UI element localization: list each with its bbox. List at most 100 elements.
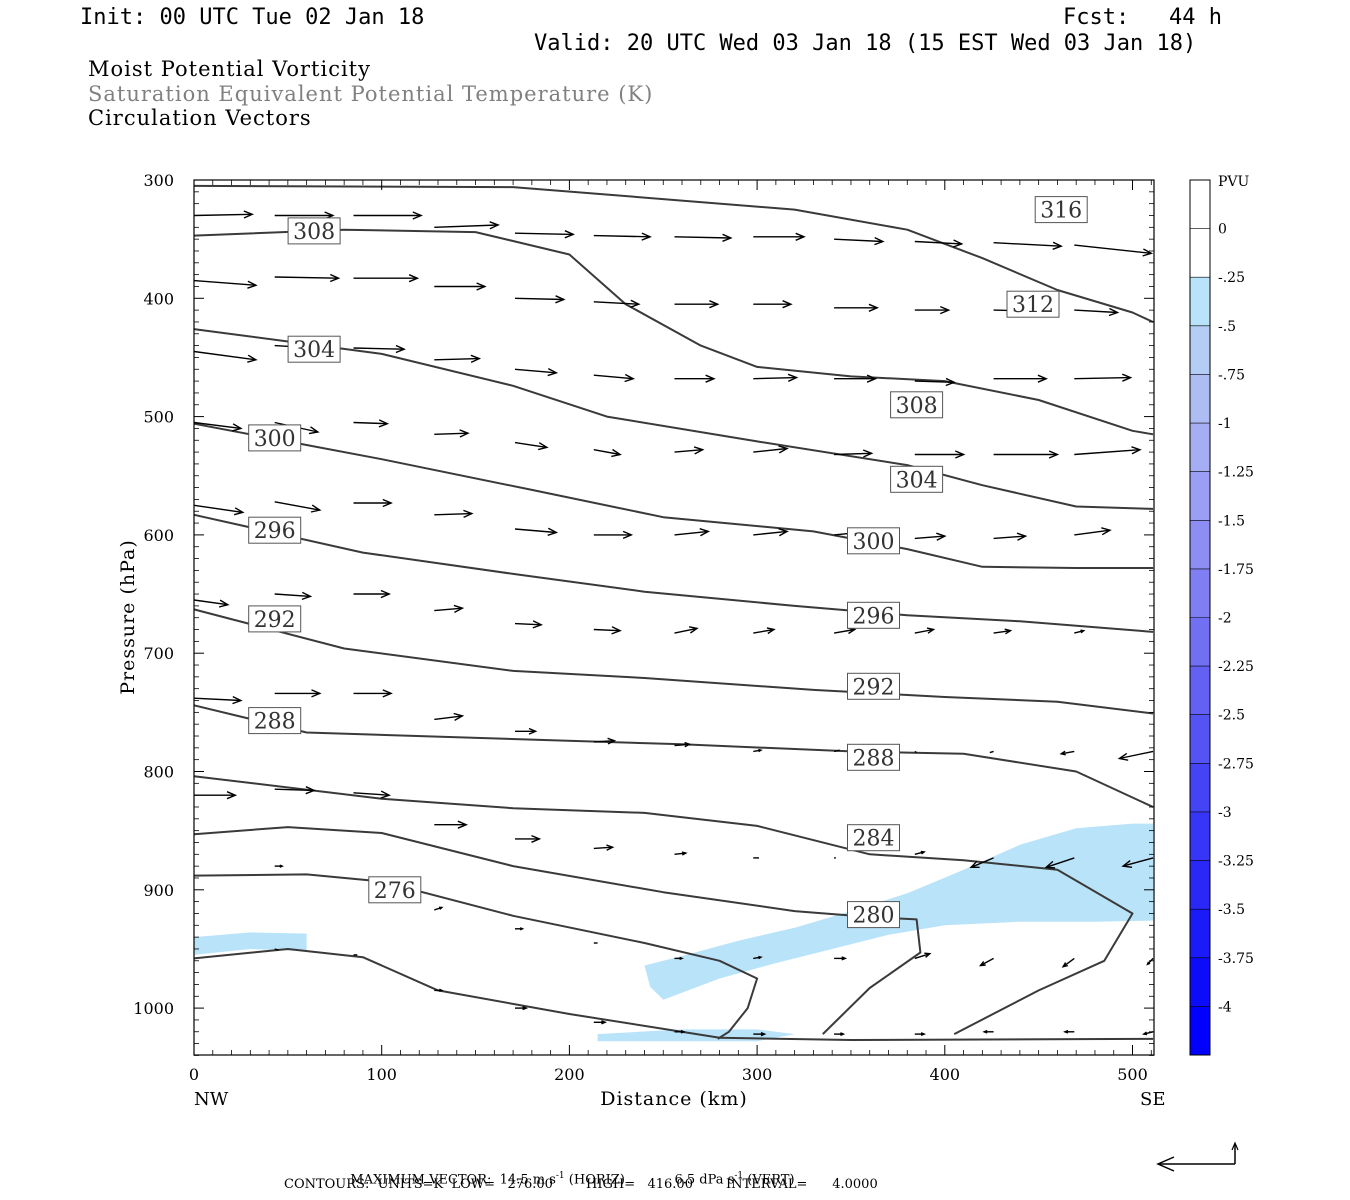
vector-shaft [274,788,315,792]
contour-label-box [248,605,302,633]
vector-shaft [674,449,703,453]
vector-shaft [674,743,690,747]
vert-exponent: -1 [734,1171,744,1181]
colorbar-swatch [1190,617,1210,667]
contour-label: 284 [847,824,900,852]
y-tick-label: 500 [143,408,174,427]
colorbar-swatch [1190,1006,1210,1056]
circulation-vector [1074,373,1133,382]
circulation-vector [193,504,245,516]
vector-head [378,419,390,428]
circulation-vector [914,627,936,634]
circulation-vector [753,748,763,753]
colorbar-swatch [1190,860,1210,910]
vector-head [522,1005,529,1011]
vector-head [924,952,932,958]
circulation-vector [993,450,1060,459]
contour-label-box [847,672,900,700]
colorbar-level-label: -3 [1218,805,1232,821]
vector-head [969,860,980,868]
vector-head [1016,532,1028,541]
circulation-vector [674,1029,686,1034]
circulation-vector [753,955,763,960]
contour-label-box [847,824,900,852]
y-axis-title: Pressure (hPa) [117,539,139,695]
vector-shaft [1119,750,1154,760]
vector-shaft [1122,857,1154,867]
field-title-vectors: Circulation Vectors [88,106,312,130]
vector-head [940,305,951,315]
vector-head [1131,446,1142,455]
vector-head [1080,629,1086,634]
vector-head [1037,374,1049,383]
contour-label: 292 [248,605,302,633]
circulation-vector [434,282,487,291]
circulation-vector [353,498,393,508]
contour-label-text: 308 [896,394,938,419]
circulation-vector [274,786,316,795]
circulation-vector [1063,1029,1075,1034]
contour-label-text: 300 [853,530,895,555]
circulation-vector [753,627,776,635]
contour-label: 316 [1034,196,1088,224]
max-vector-horiz: 14.5 m s [499,1172,556,1188]
contour-label: 276 [368,876,422,904]
colorbar-level-label: -1.75 [1218,562,1254,578]
circulation-vector [674,374,716,383]
circulation-vector [434,429,470,438]
vector-shaft [193,599,228,606]
contour-label-text: 284 [853,827,895,852]
theta-es-contour [193,328,1154,510]
vector-head [489,221,500,230]
circulation-vector [274,689,322,698]
vector-shaft [914,750,917,754]
contour-label-text: 288 [853,746,895,771]
vector-head [693,446,705,455]
contours-summary: CONTOURS: UNITS=K LOW= 276.00 HIGH= 416.… [284,1177,878,1192]
contour-label-text: 296 [254,519,296,544]
vector-shaft [593,740,615,743]
colorbar-swatch [1190,957,1210,1007]
circulation-vector [834,956,848,961]
vector-head [766,627,776,635]
contour-label: 300 [847,527,900,555]
y-tick-label: 1000 [133,999,174,1018]
vector-shaft [674,236,731,239]
vector-head [380,589,391,599]
vector-head [380,790,391,799]
vector-shaft [674,627,698,634]
vector-shaft [193,213,253,217]
theta-es-contour-layer [193,184,1154,1041]
vector-shaft [193,697,241,702]
circulation-vector [593,299,641,308]
colorbar-swatch [1190,520,1210,570]
circulation-vector [434,820,469,829]
vector-head [630,299,641,308]
circulation-vector [274,273,341,283]
vector-head [606,844,615,851]
colorbar-unit: PVU [1218,174,1250,190]
contour-label-text: 276 [374,879,416,904]
contour-label: 308 [287,217,341,245]
circulation-vector [274,501,322,513]
contour-label-box [890,391,944,419]
colorbar-swatch [1190,228,1210,278]
circulation-vector [834,236,885,246]
circulation-vector [914,305,951,315]
vector-shaft [1074,376,1131,380]
vector-head [1059,750,1066,756]
vector-head [1063,1029,1069,1034]
vector-head [408,274,420,283]
circulation-vector [753,528,789,537]
theta-es-contour [193,184,1154,323]
vector-shaft [753,628,775,634]
circulation-vector [193,599,230,608]
vector-head [519,927,525,931]
circulation-vector [914,1032,927,1037]
circulation-vector [978,957,994,967]
vector-shaft [1074,529,1111,536]
vector-shaft [434,715,463,721]
vector-head [1117,752,1129,761]
vector-head [247,354,258,363]
vector-head [601,1020,607,1025]
